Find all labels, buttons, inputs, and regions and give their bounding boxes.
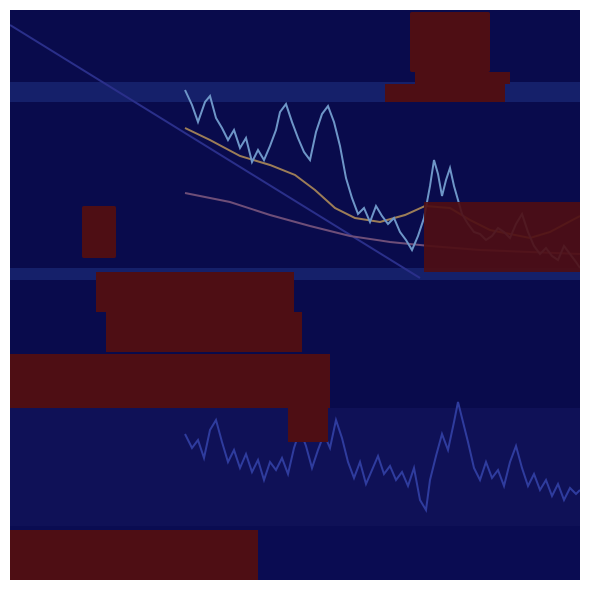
overlay-region [424, 202, 580, 272]
overlay-region [106, 312, 302, 352]
chart-canvas[interactable] [10, 10, 580, 580]
overlay-region [10, 530, 258, 580]
overlay-region [410, 12, 490, 72]
overlay-region [82, 206, 116, 258]
overlay-region [96, 272, 294, 312]
overlay-region [288, 408, 328, 442]
overlay-region [415, 72, 510, 84]
overlay-region [10, 354, 330, 408]
oscillator-svg [184, 401, 580, 513]
overlay-region [385, 84, 505, 102]
oscillator-series-icon [184, 401, 580, 513]
